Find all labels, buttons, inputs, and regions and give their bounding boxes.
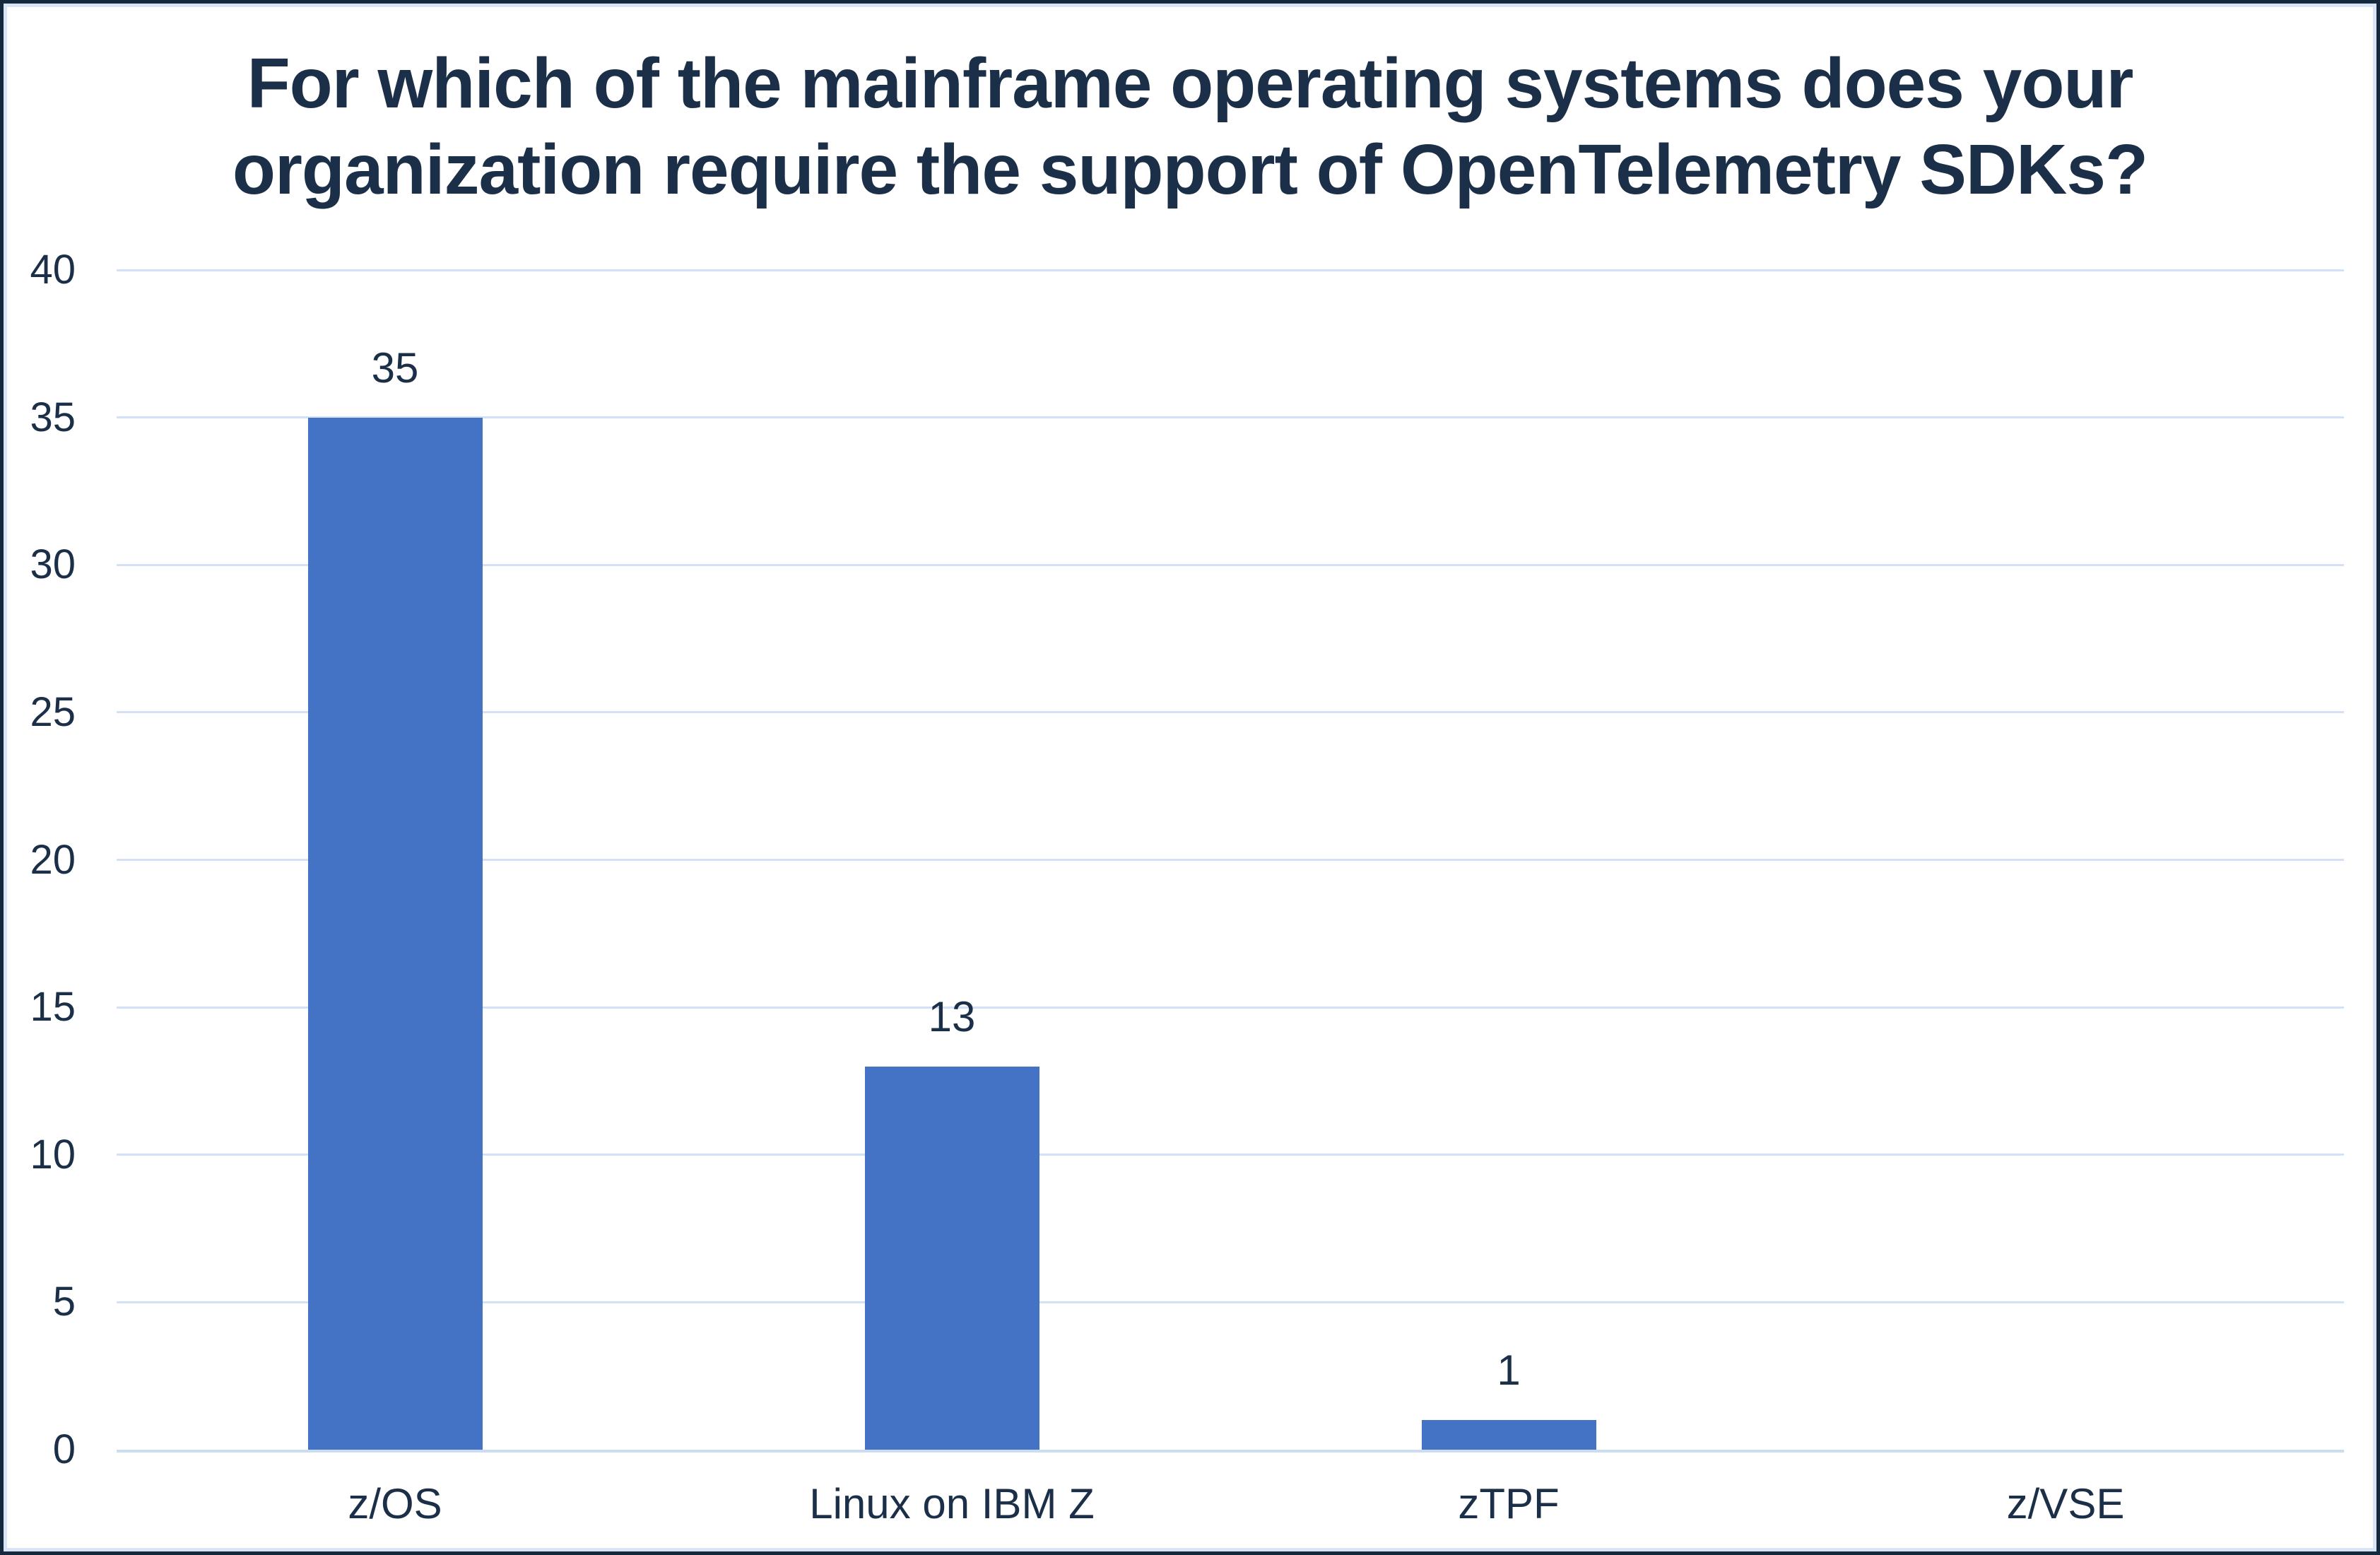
- chart-title: For which of the mainframe operating sys…: [4, 40, 2376, 213]
- y-axis-tick-label: 15: [30, 984, 76, 1031]
- bar-linux-on-ibm-z: [864, 1066, 1039, 1450]
- x-category-label: z/VSE: [2006, 1480, 2125, 1527]
- x-category-label: z/OS: [348, 1480, 442, 1527]
- bar-z-os: [307, 417, 483, 1450]
- y-axis-tick-label: 40: [30, 247, 76, 293]
- y-axis-tick-label: 30: [30, 541, 76, 588]
- x-axis-line: [117, 1450, 2344, 1453]
- gridline: [117, 269, 2344, 271]
- y-axis-tick-label: 5: [52, 1279, 76, 1325]
- gridline: [117, 711, 2344, 714]
- y-axis-tick-label: 10: [30, 1131, 76, 1178]
- x-category-label: Linux on IBM Z: [809, 1480, 1095, 1527]
- plot-area: 0 5 10 15 20 25 30 35 40 35 z/OS 13 Linux on IBM Z 1 z…: [4, 4, 2376, 1551]
- gridline: [117, 1154, 2344, 1156]
- chart-title-line-1: For which of the mainframe operating sys…: [247, 44, 2134, 123]
- chart-title-line-2: organization require the support of Open…: [232, 130, 2148, 209]
- gridline: [117, 1006, 2344, 1009]
- y-axis-tick-label: 35: [30, 394, 76, 440]
- y-axis-tick-label: 25: [30, 688, 76, 735]
- gridline: [117, 563, 2344, 566]
- y-axis-tick-label: 0: [52, 1426, 76, 1472]
- bar-value-label: 1: [1497, 1346, 1521, 1395]
- bar-value-label: 13: [928, 992, 976, 1040]
- y-axis-tick-label: 20: [30, 836, 76, 883]
- gridline: [117, 859, 2344, 861]
- bar-value-label: 35: [371, 344, 419, 392]
- bar-ztpf: [1421, 1420, 1596, 1450]
- x-category-label: zTPF: [1458, 1480, 1560, 1527]
- gridline: [117, 416, 2344, 419]
- gridline: [117, 1301, 2344, 1303]
